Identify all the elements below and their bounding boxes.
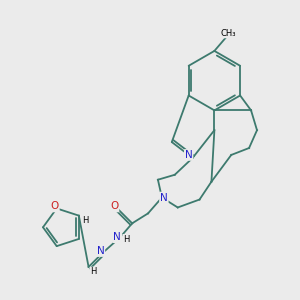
Text: H: H [82, 216, 89, 225]
Text: O: O [51, 202, 59, 212]
Text: H: H [123, 235, 129, 244]
Text: N: N [160, 193, 168, 202]
Text: O: O [110, 202, 118, 212]
Text: CH₃: CH₃ [220, 28, 236, 38]
Text: N: N [113, 232, 121, 242]
Text: H: H [90, 267, 97, 276]
Text: N: N [97, 246, 104, 256]
Text: N: N [185, 150, 193, 160]
